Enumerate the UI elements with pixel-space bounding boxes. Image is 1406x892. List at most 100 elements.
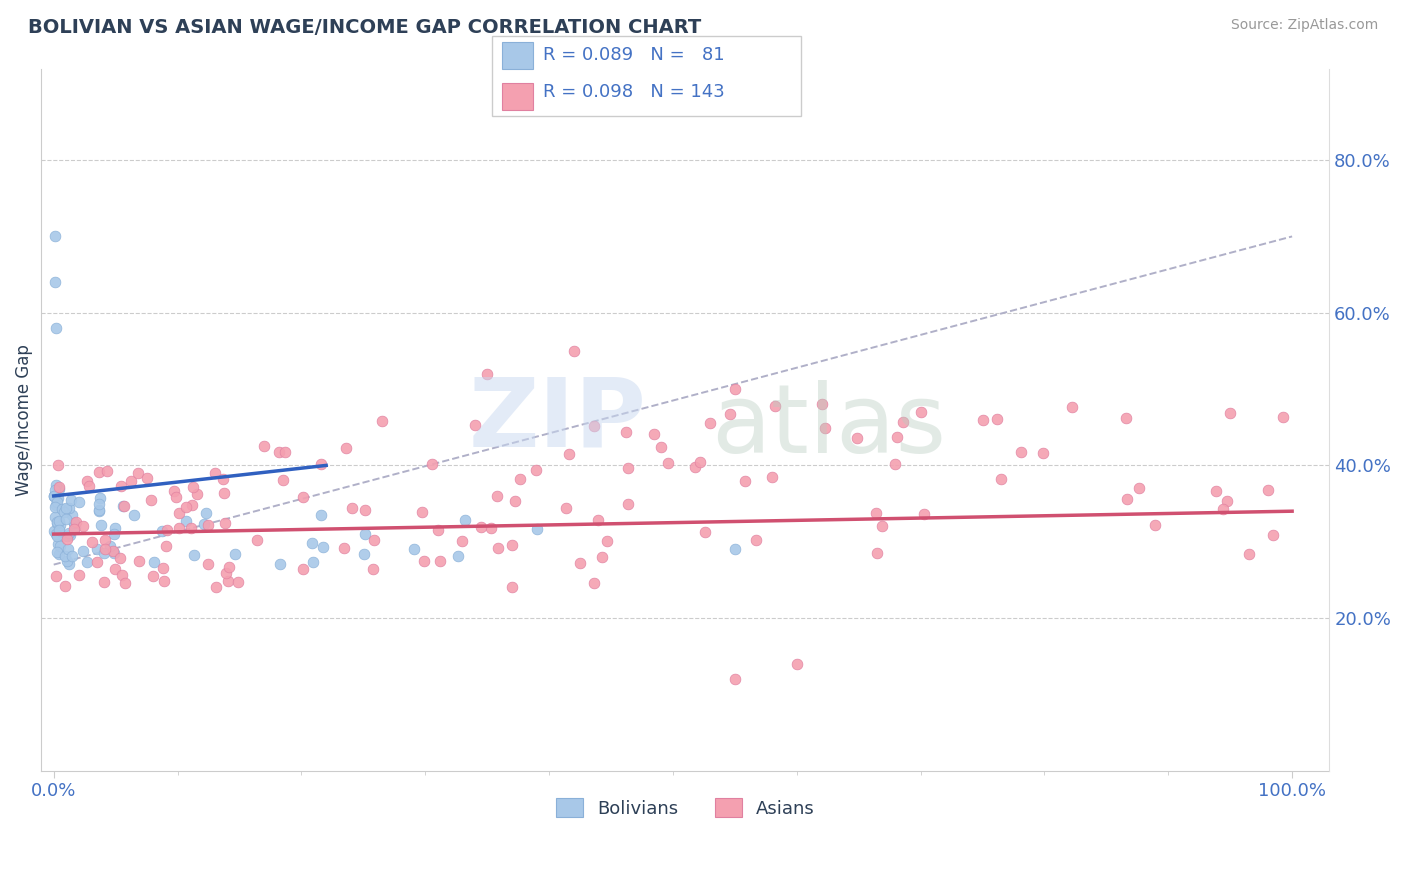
Point [53, 579, 76, 593]
Point [155, 539, 177, 553]
Point [167, 506, 190, 520]
Point [214, 516, 236, 531]
Point [786, 657, 808, 671]
Point [412, 554, 434, 568]
Point [1060, 401, 1083, 415]
Point [48, 525, 70, 540]
Point [104, 521, 127, 535]
Point [46, 516, 69, 530]
Point [86, 555, 108, 569]
Point [42, 489, 65, 503]
Point [212, 472, 235, 486]
Point [814, 421, 837, 435]
Point [224, 547, 246, 561]
Point [1128, 481, 1150, 495]
Point [866, 546, 889, 560]
Point [1212, 502, 1234, 516]
Point [96, 464, 118, 478]
Point [761, 469, 783, 483]
Text: BOLIVIAN VS ASIAN WAGE/INCOME GAP CORRELATION CHART: BOLIVIAN VS ASIAN WAGE/INCOME GAP CORREL… [28, 18, 702, 37]
Point [718, 407, 741, 421]
Point [312, 541, 335, 555]
Point [156, 523, 179, 537]
Point [87, 465, 110, 479]
Point [48, 480, 70, 494]
Point [695, 524, 717, 539]
Point [142, 568, 165, 582]
Point [89, 503, 111, 517]
Point [60, 549, 83, 563]
Point [274, 445, 297, 459]
Point [883, 457, 905, 471]
Point [505, 494, 527, 508]
Point [44, 478, 66, 492]
Point [616, 497, 638, 511]
Point [174, 500, 197, 515]
Point [1219, 406, 1241, 420]
Point [94, 533, 117, 547]
Point [59, 528, 82, 542]
Point [55, 554, 77, 568]
Point [891, 415, 914, 429]
Point [153, 574, 176, 589]
Point [58, 557, 80, 571]
Point [55, 500, 77, 515]
Point [98, 539, 121, 553]
Point [58, 525, 80, 540]
Point [59, 492, 82, 507]
Point [1205, 483, 1227, 498]
Point [724, 672, 747, 686]
Point [1239, 547, 1261, 561]
Point [595, 534, 617, 549]
Point [810, 397, 832, 411]
Legend: Bolivians, Asians: Bolivians, Asians [548, 791, 823, 825]
Point [111, 567, 134, 582]
Point [363, 533, 385, 548]
Point [526, 522, 548, 536]
Point [108, 551, 131, 566]
Point [87, 497, 110, 511]
Point [46, 545, 69, 559]
Text: R = 0.089   N =   81: R = 0.089 N = 81 [543, 46, 724, 64]
Point [485, 489, 508, 503]
Point [311, 508, 333, 523]
Point [103, 546, 125, 560]
Point [501, 537, 523, 551]
Point [555, 501, 578, 516]
Point [72, 519, 94, 533]
Point [524, 463, 547, 477]
Point [972, 412, 994, 426]
Point [193, 516, 215, 531]
Point [910, 405, 932, 419]
Point [986, 411, 1008, 425]
Point [48, 539, 70, 553]
Point [76, 555, 98, 569]
Point [45, 499, 67, 513]
Point [93, 574, 115, 589]
Point [183, 479, 205, 493]
Point [1215, 494, 1237, 508]
Point [1010, 445, 1032, 459]
Point [464, 417, 486, 432]
Point [509, 472, 531, 486]
Point [87, 504, 110, 518]
Point [48, 523, 70, 537]
Point [53, 549, 76, 563]
Point [335, 441, 357, 455]
Point [271, 474, 294, 488]
Point [44, 489, 66, 503]
Point [186, 487, 208, 501]
Point [45, 491, 67, 505]
Point [657, 456, 679, 470]
Point [120, 475, 142, 489]
Point [49, 518, 72, 533]
Point [253, 439, 276, 453]
Point [1115, 491, 1137, 506]
Point [67, 567, 90, 582]
Point [181, 498, 204, 512]
Point [1257, 483, 1279, 498]
Point [411, 505, 433, 519]
Point [56, 532, 79, 546]
Point [176, 514, 198, 528]
Point [45, 515, 67, 529]
